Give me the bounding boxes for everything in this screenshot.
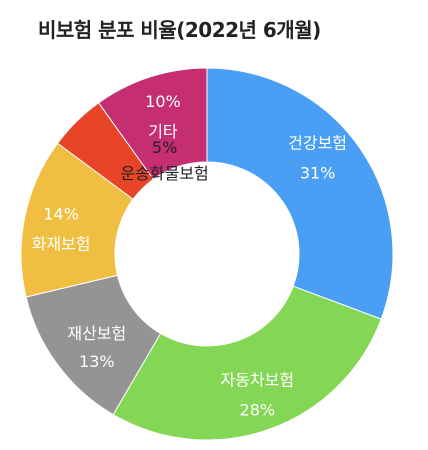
slice-1 xyxy=(206,67,394,320)
slice-value-label: 5% xyxy=(152,138,177,157)
slice-2 xyxy=(112,285,382,441)
slice-name-label: 재산보험 xyxy=(67,324,126,343)
slice-name-label: 운송화물보험 xyxy=(120,164,208,183)
slice-name-label: 기타 xyxy=(148,122,178,141)
slice-value-label: 28% xyxy=(240,400,276,419)
chart-title: 비보험 분포 비율(2022년 6개월) xyxy=(38,18,321,42)
slice-6 xyxy=(97,67,208,180)
slice-value-label: 14% xyxy=(43,204,79,223)
slice-value-label: 31% xyxy=(300,164,336,183)
slice-name-label: 화재보험 xyxy=(32,234,91,253)
slice-value-label: 13% xyxy=(79,352,115,371)
slice-name-label: 건강보험 xyxy=(288,134,347,153)
slice-value-label: 10% xyxy=(145,92,181,111)
slice-name-label: 자동차보험 xyxy=(221,370,295,389)
